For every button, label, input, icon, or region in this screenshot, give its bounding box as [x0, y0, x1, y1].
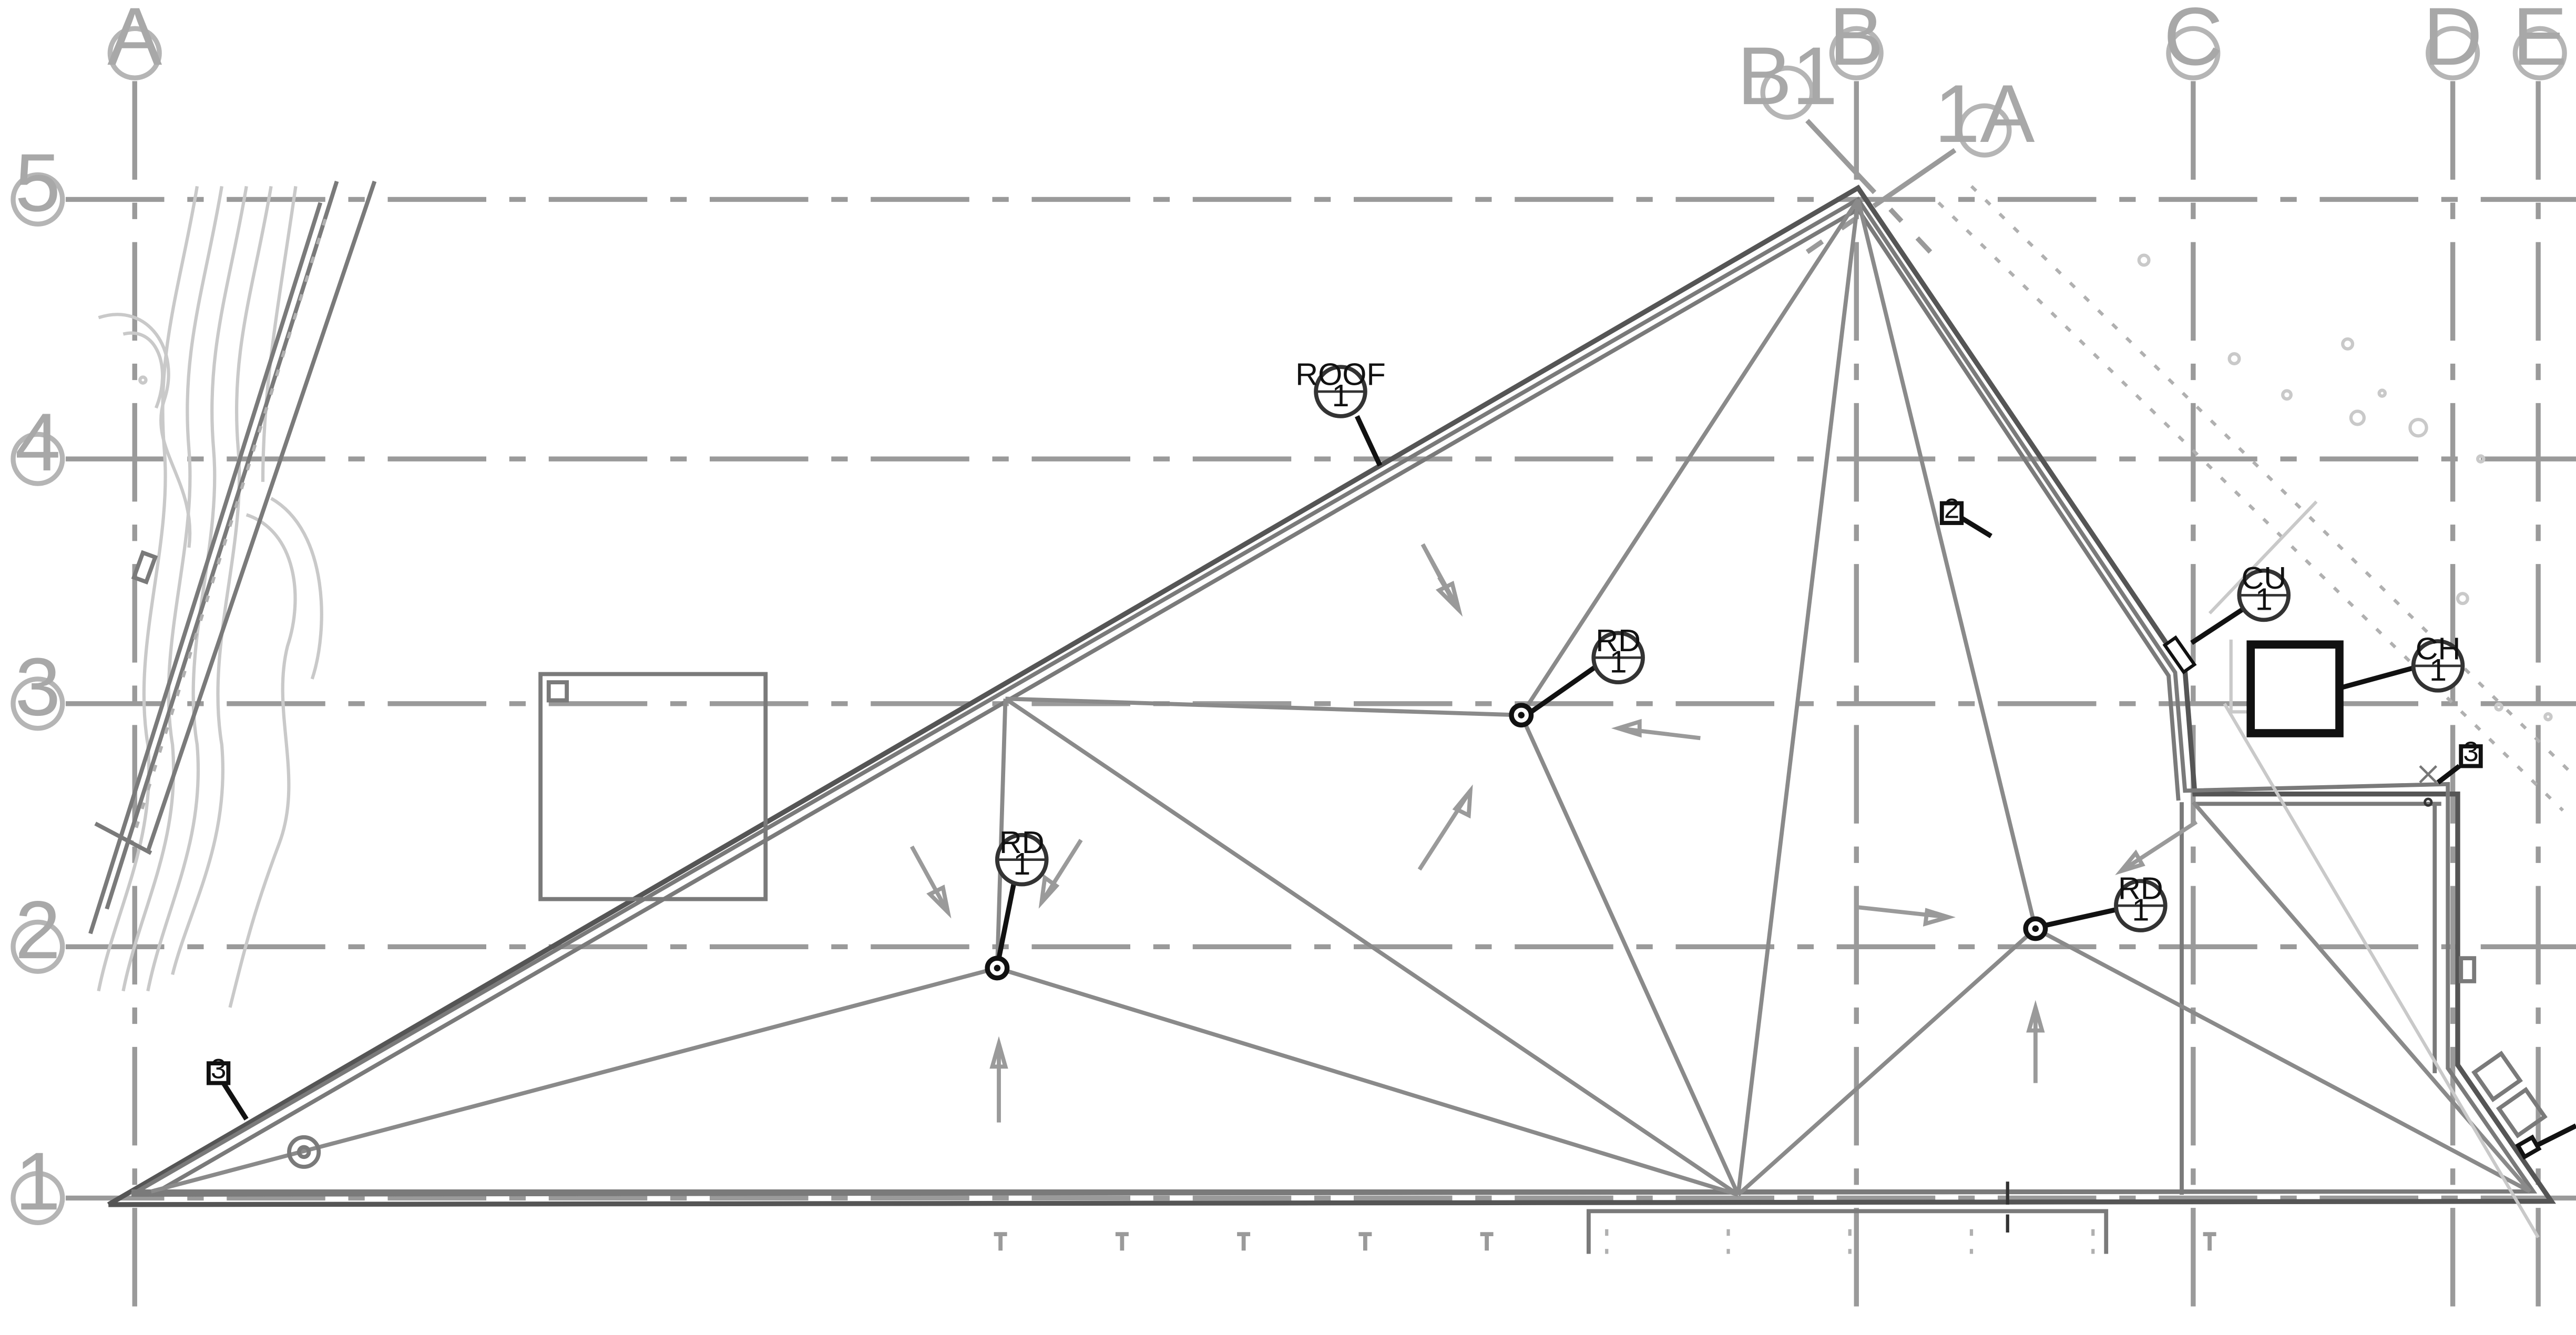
- keynote-3-right-label: 3: [2463, 736, 2479, 767]
- roof-tag-top: ROOF: [1295, 357, 1385, 392]
- grid-label-b: B: [1829, 0, 1884, 83]
- cu-tag-bottom: 1: [2255, 582, 2273, 617]
- grid-line-b1: [1805, 119, 1933, 254]
- rd-tag-center-bottom: 1: [1610, 644, 1627, 679]
- rd-tag-left: RD 1: [995, 825, 1049, 887]
- grid-bubble-4: 4: [11, 397, 65, 488]
- ch-tag-top: CH: [2416, 631, 2461, 666]
- keynote-3-left-label: 3: [211, 1053, 227, 1084]
- grid-bubble-d: D: [2423, 0, 2482, 83]
- grid-bubble-2: 2: [11, 885, 65, 976]
- roof-tag: ROOF 1: [1295, 357, 1386, 418]
- grid-label-1a: 1A: [1934, 68, 2035, 160]
- grid-lines: [66, 81, 2576, 1313]
- site-circles: [2137, 253, 2553, 722]
- roof-tag-bottom: 1: [1332, 378, 1349, 413]
- rd-tag-left-bottom: 1: [1013, 846, 1030, 881]
- entry-canopy: [1586, 1182, 2109, 1254]
- ch-tag-bottom: 1: [2429, 652, 2447, 687]
- roof-drain-left: [985, 956, 1010, 981]
- grid-bubble-5: 5: [11, 137, 65, 229]
- grid-label-5: 5: [15, 137, 60, 229]
- roof-drain-right: [2023, 916, 2048, 941]
- rd-tag-right: RD 1: [2114, 871, 2168, 932]
- grid-label-a: A: [107, 0, 162, 83]
- grid-bubble-b: B: [1829, 0, 1884, 83]
- grid-bubble-e: E: [2512, 0, 2567, 83]
- keynote-edge-marker: [2515, 1134, 2542, 1160]
- grid-label-2: 2: [15, 885, 60, 976]
- keynote-2-label: 2: [1944, 494, 1960, 525]
- grid-bubble-b1: B1: [1737, 30, 1837, 122]
- condensing-unit: [2162, 635, 2197, 675]
- roof-opening: [538, 672, 768, 901]
- keynote-3-left: 3: [206, 1053, 231, 1085]
- grid-bubble-1: 1: [11, 1136, 65, 1227]
- site-fixture: [131, 550, 158, 585]
- grid-label-b1: B1: [1737, 30, 1837, 122]
- site-marker: [138, 375, 148, 385]
- rd-tag-left-top: RD: [999, 825, 1045, 860]
- rd-tag-center-top: RD: [1596, 623, 1641, 658]
- column-markers: [994, 1232, 2216, 1251]
- roof-vent-left: [287, 1135, 321, 1169]
- grid-bubble-3: 3: [11, 642, 65, 733]
- wall-fixture: [2459, 956, 2477, 983]
- rd-tag-right-top: RD: [2118, 871, 2163, 906]
- keynote-3-right: 3: [2459, 736, 2483, 768]
- grid-label-c: C: [2163, 0, 2223, 83]
- rd-tag-center: RD 1: [1591, 623, 1645, 685]
- cu-tag-top: CU: [2241, 560, 2286, 595]
- site-road-edge: [88, 180, 377, 934]
- roof-ridges: [150, 198, 2532, 1197]
- roof-vent-left-inner: [297, 1145, 311, 1159]
- rd-tag-right-bottom: 1: [2132, 892, 2149, 927]
- ch-tag: CH 1: [2411, 631, 2465, 693]
- slope-arrows: [909, 543, 2198, 1123]
- grid-label-d: D: [2423, 0, 2482, 83]
- vent-symbol: [2419, 765, 2438, 807]
- tag-leaders: [221, 415, 2576, 1151]
- chiller-unit: [2246, 640, 2344, 737]
- rooftop-boxes: [2471, 1051, 2548, 1138]
- grid-label-e: E: [2512, 0, 2567, 83]
- cu-tag: CU 1: [2237, 560, 2291, 622]
- roof-drain-center: [1509, 703, 1534, 728]
- grid-label-4: 4: [15, 397, 60, 488]
- grid-label-3: 3: [15, 642, 60, 733]
- property-setback-lines: [1937, 185, 2576, 1238]
- grid-bubble-1a: 1A: [1934, 68, 2035, 160]
- roof-outline: [107, 184, 2557, 1207]
- keynote-2: 2: [1939, 494, 1964, 525]
- grid-bubble-c: C: [2163, 0, 2223, 83]
- grid-label-1: 1: [15, 1136, 60, 1227]
- grid-bubble-a: A: [107, 0, 162, 83]
- topography-contours: [97, 186, 323, 1008]
